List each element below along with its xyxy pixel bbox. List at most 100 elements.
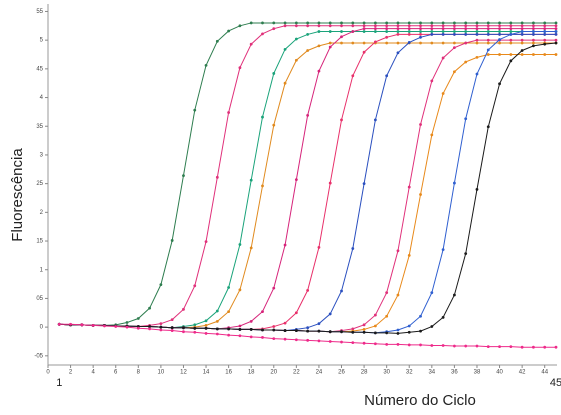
data-point [385,41,389,45]
data-point [509,41,513,45]
data-point [419,24,422,28]
data-point [238,328,242,331]
data-point [317,339,321,343]
data-point [182,174,185,178]
data-point [238,243,242,246]
x-tick-label: 0 [46,370,50,376]
data-point [373,324,377,328]
data-point [159,328,163,332]
data-point [125,325,129,329]
data-point [238,324,242,328]
data-point [272,123,276,127]
data-point [509,33,513,36]
data-point [272,27,276,31]
data-point [475,27,479,31]
data-point [430,33,434,36]
data-point [498,53,501,56]
data-point [261,115,264,119]
data-point [249,335,253,339]
data-point [453,181,456,185]
data-point [486,38,490,42]
data-point [453,70,456,74]
x-tick-label: 44 [541,370,548,376]
y-tick-label: 05 [36,296,43,302]
data-point [464,30,468,33]
data-point [520,38,524,42]
data-point [385,331,389,335]
data-point [340,30,343,33]
data-point [407,30,411,33]
data-point [294,37,298,41]
data-point [396,328,400,332]
data-point [543,345,547,349]
data-point [554,27,558,31]
data-point [453,30,456,33]
data-point [430,30,434,33]
x-tick-label: 10 [158,370,165,376]
data-point [193,326,197,330]
data-point [204,323,208,327]
data-point [475,33,479,36]
data-point [136,326,140,330]
data-point [283,81,287,85]
data-point [453,27,456,31]
data-point [204,332,208,335]
data-point [103,324,106,328]
data-point [328,41,332,45]
y-tick-label: 5 [40,38,44,44]
data-point [69,322,72,326]
data-point [182,307,185,311]
data-point [272,325,276,328]
y-tick-label: 2 [40,210,44,216]
data-point [328,24,332,28]
data-point [419,27,422,31]
data-point [215,332,219,336]
y-tick-label: 25 [36,181,43,187]
data-point [430,27,434,31]
data-point [249,328,253,331]
data-point [554,53,558,56]
x-tick-label: 40 [496,370,503,376]
data-point [407,41,411,44]
data-point [441,92,445,95]
data-point [193,330,197,334]
data-point [340,24,343,28]
data-point [385,342,389,346]
data-point [532,21,535,25]
y-tick-label: -05 [34,353,43,359]
data-point [396,51,400,55]
data-point [475,55,479,59]
data-point [498,24,501,28]
data-point [396,249,400,253]
data-point [430,41,434,45]
data-point [486,41,490,45]
data-point [204,319,208,323]
data-point [362,50,366,54]
data-point [453,344,456,348]
x-tick-label: 36 [451,370,458,376]
x-tick-label: 4 [91,370,95,376]
x-tick-label: 28 [361,370,368,376]
data-point [306,288,310,292]
data-point [373,24,377,28]
data-point [283,329,287,332]
data-point [464,117,468,121]
data-point [362,182,366,186]
data-point [193,108,197,112]
data-point [430,291,434,295]
data-point [554,38,558,42]
data-point [554,33,558,36]
data-point [373,342,377,346]
data-point [441,30,445,33]
x-tick-label: 26 [338,370,345,376]
data-point [170,318,174,322]
data-point [475,72,479,76]
data-point [430,325,434,328]
data-point [498,30,501,33]
data-point [373,331,377,335]
data-point [294,178,298,182]
data-point [396,332,400,335]
data-point [306,33,310,36]
data-point [385,21,389,25]
